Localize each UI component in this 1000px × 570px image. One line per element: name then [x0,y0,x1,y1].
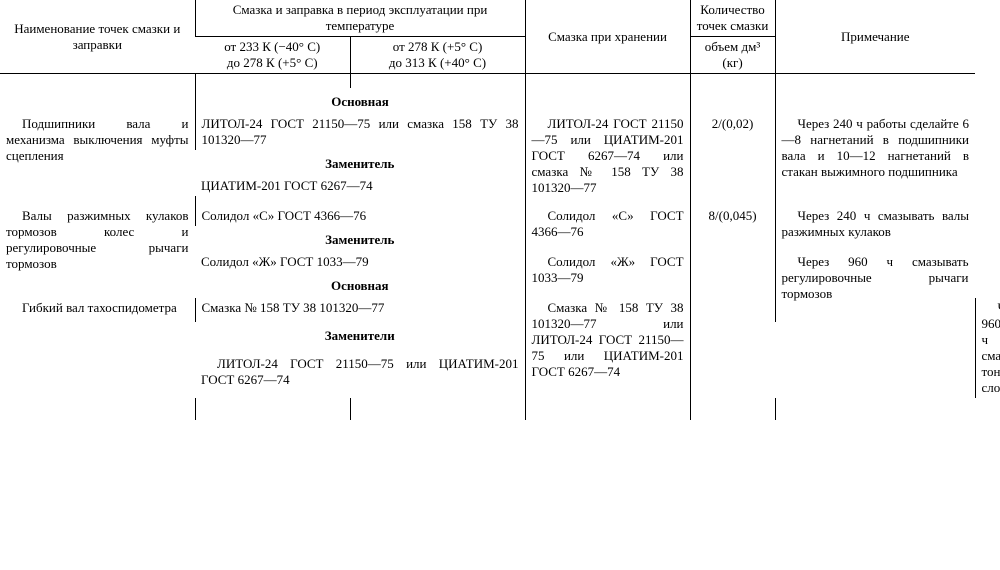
col-note: Примечание [775,0,975,74]
cell-note: Через 960 ч смазывать тонким слоем [975,298,1000,398]
table-row: Основная [0,88,1000,114]
cell-name: Валы разжимных кулаков тормозов колес и … [0,206,195,298]
table-row [0,398,1000,420]
table-header: Наименование точек смазки и заправки Сма… [0,0,1000,74]
table-row: Валы разжимных кулаков тормозов колес и … [0,206,1000,226]
cell-lub-main: Солидол «С» ГОСТ 4366—76 [195,206,525,226]
table-row: Подшипники вала и механизма выключения м… [0,114,1000,150]
cell-lub-sub: ЦИАТИМ-201 ГОСТ 6267—74 [195,176,525,196]
cell-store: Солидол «Ж» ГОСТ 1033—79 [525,252,690,298]
cell-note: Через 240 ч работы сделайте 6—8 нагнетан… [775,114,975,206]
section-subs: Заменители [195,322,525,354]
col-temp-low: от 233 К (−40° С)до 278 К (+5° С) [195,37,350,74]
cell-qty: 8/(0,045) [690,206,775,298]
section-main: Основная [195,88,525,114]
cell-note: Через 240 ч смазывать валы разжимных кул… [775,206,975,252]
section-sub: Заменитель [195,226,525,252]
col-qty-bot: объем дм³ (кг) [690,37,775,74]
cell-note: Через 960 ч смазывать регулировочные рыч… [775,252,975,322]
section-main: Основная [195,272,525,298]
col-name: Наименование точек смазки и заправки [0,0,195,74]
cell-store: Солидол «С» ГОСТ 4366—76 [525,206,690,252]
cell-store: ЛИТОЛ-24 ГОСТ 21150—75 или ЦИАТИМ-201 ГО… [525,114,690,206]
col-temp-high: от 278 К (+5° С)до 313 К (+40° С) [350,37,525,74]
cell-lub-sub: Солидол «Ж» ГОСТ 1033—79 [195,252,525,272]
cell-lub-main: ЛИТОЛ-24 ГОСТ 21150—75 или смазка 158 ТУ… [195,114,525,150]
col-lubrication-group: Смазка и заправка в период эксплуатации … [195,0,525,37]
cell-qty: 2/(0,02) [690,114,775,206]
cell-name: Подшипники вала и механизма выключения м… [0,114,195,196]
section-sub: Заменитель [195,150,525,176]
cell-lub-main: Смазка № 158 ТУ 38 101320—77 [195,298,525,322]
cell-name: Гибкий вал тахоспидометра [0,298,195,398]
lubrication-table: Наименование точек смазки и заправки Сма… [0,0,1000,420]
cell-store: Смазка № 158 ТУ 38 101320—77 или ЛИТОЛ-2… [525,298,690,398]
cell-lub-sub: ЛИТОЛ-24 ГОСТ 21150—75 или ЦИАТИМ-201 ГО… [195,354,525,398]
col-storage: Смазка при хранении [525,0,690,74]
col-qty-top: Количество точек смазки [690,0,775,37]
